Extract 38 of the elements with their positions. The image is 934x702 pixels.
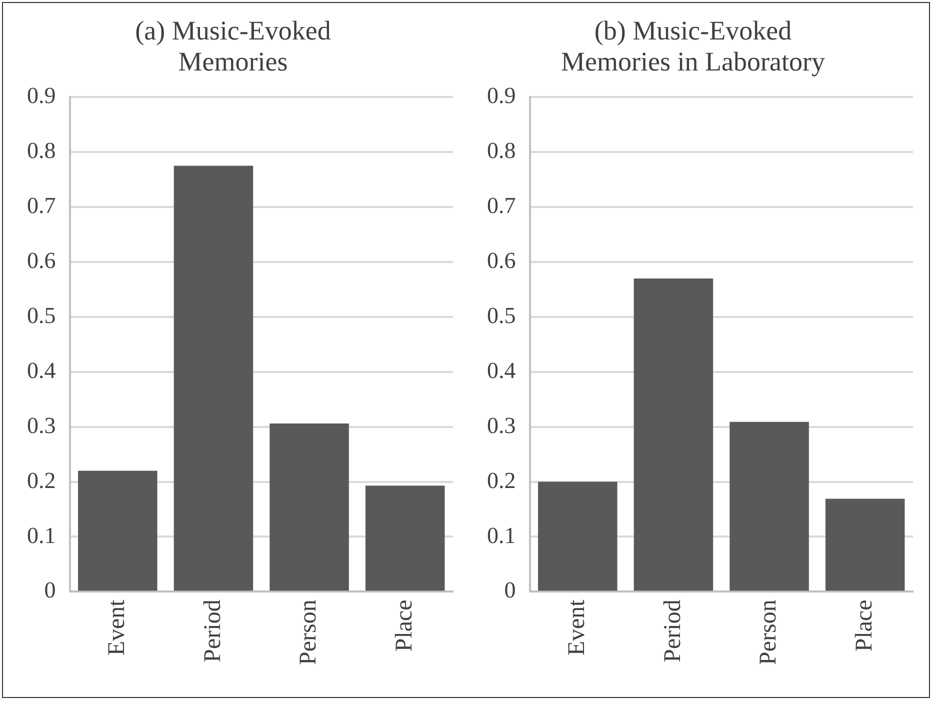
x-tick-label: Period xyxy=(660,600,686,662)
y-tick-label: 0.2 xyxy=(487,468,516,493)
y-tick-label: 0.3 xyxy=(487,412,516,438)
y-tick-label: 0.4 xyxy=(27,358,56,383)
bar xyxy=(634,278,714,591)
y-tick-label: 0.8 xyxy=(27,138,56,164)
y-tick-label: 0.6 xyxy=(487,248,516,274)
bar xyxy=(174,166,254,591)
y-tick-label: 0.2 xyxy=(27,468,56,493)
x-tick-label: Place xyxy=(851,600,878,652)
y-tick-label: 0 xyxy=(504,578,516,603)
bar xyxy=(365,486,445,591)
y-tick-label: 0.5 xyxy=(27,302,56,328)
x-tick-label: Period xyxy=(200,600,226,662)
y-tick-label: 0.3 xyxy=(27,412,56,438)
bar xyxy=(730,422,809,591)
y-tick-label: 0.8 xyxy=(487,138,516,164)
y-tick-label: 0.9 xyxy=(487,83,516,108)
y-tick-label: 0.4 xyxy=(487,358,516,383)
chart-title: (b) Music-Evoked Memories in Laboratory xyxy=(561,16,826,77)
bar xyxy=(270,424,349,591)
bar xyxy=(78,470,158,591)
y-tick-label: 0.5 xyxy=(487,302,516,328)
y-tick-label: 0.9 xyxy=(27,83,56,108)
chart-title: (a) Music-Evoked Memories xyxy=(135,16,332,77)
bar xyxy=(538,482,618,591)
x-tick-label: Event xyxy=(104,599,130,656)
y-tick-label: 0.7 xyxy=(27,193,56,218)
bar xyxy=(825,498,905,591)
y-tick-label: 0.6 xyxy=(27,248,56,274)
x-tick-label: Event xyxy=(564,599,590,656)
y-tick-label: 0.7 xyxy=(487,193,516,218)
x-tick-label: Person xyxy=(296,600,322,666)
y-tick-label: 0.1 xyxy=(487,522,516,548)
x-tick-label: Place xyxy=(391,600,418,652)
y-tick-label: 0.1 xyxy=(27,522,56,548)
x-tick-label: Person xyxy=(756,600,782,666)
y-tick-label: 0 xyxy=(44,578,56,603)
